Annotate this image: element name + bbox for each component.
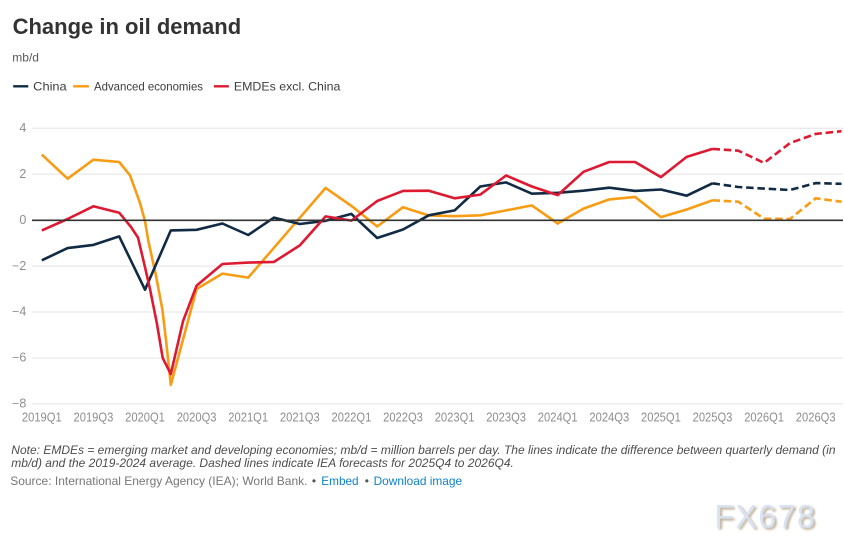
- svg-text:2020Q3: 2020Q3: [177, 410, 217, 424]
- svg-text:2021Q1: 2021Q1: [228, 410, 268, 424]
- svg-text:2026Q1: 2026Q1: [744, 410, 784, 424]
- svg-text:2021Q3: 2021Q3: [280, 410, 320, 424]
- svg-text:mb/d: mb/d: [12, 50, 39, 64]
- svg-text:2026Q3: 2026Q3: [796, 410, 836, 424]
- svg-text:FX678: FX678: [715, 498, 817, 534]
- svg-text:Source: International Energy A: Source: International Energy Agency (IEA…: [10, 474, 462, 488]
- svg-text:0: 0: [19, 213, 26, 227]
- svg-text:2025Q1: 2025Q1: [641, 410, 681, 424]
- svg-text:−2: −2: [12, 259, 26, 273]
- svg-text:2024Q3: 2024Q3: [589, 410, 629, 424]
- svg-text:2025Q3: 2025Q3: [693, 410, 733, 424]
- svg-text:2024Q1: 2024Q1: [538, 410, 578, 424]
- svg-text:Note: EMDEs = emerging market: Note: EMDEs = emerging market and develo…: [11, 443, 836, 457]
- svg-text:mb/d) and the 2019-2024 averag: mb/d) and the 2019-2024 average. Dashed …: [11, 456, 514, 470]
- svg-text:−4: −4: [12, 305, 26, 319]
- svg-text:2023Q1: 2023Q1: [435, 410, 475, 424]
- svg-text:China: China: [33, 80, 67, 94]
- svg-text:2022Q1: 2022Q1: [332, 410, 372, 424]
- svg-text:Change in oil demand: Change in oil demand: [13, 14, 242, 39]
- svg-text:2019Q3: 2019Q3: [74, 410, 114, 424]
- svg-text:2022Q3: 2022Q3: [383, 410, 423, 424]
- svg-text:4: 4: [19, 121, 26, 135]
- svg-text:2020Q1: 2020Q1: [125, 410, 165, 424]
- svg-text:−8: −8: [12, 397, 26, 411]
- svg-text:Advanced economies: Advanced economies: [94, 80, 203, 94]
- svg-text:2: 2: [19, 167, 26, 181]
- svg-text:−6: −6: [12, 351, 26, 365]
- svg-text:EMDEs excl. China: EMDEs excl. China: [234, 80, 341, 94]
- svg-text:2019Q1: 2019Q1: [22, 410, 62, 424]
- svg-text:2023Q3: 2023Q3: [486, 410, 526, 424]
